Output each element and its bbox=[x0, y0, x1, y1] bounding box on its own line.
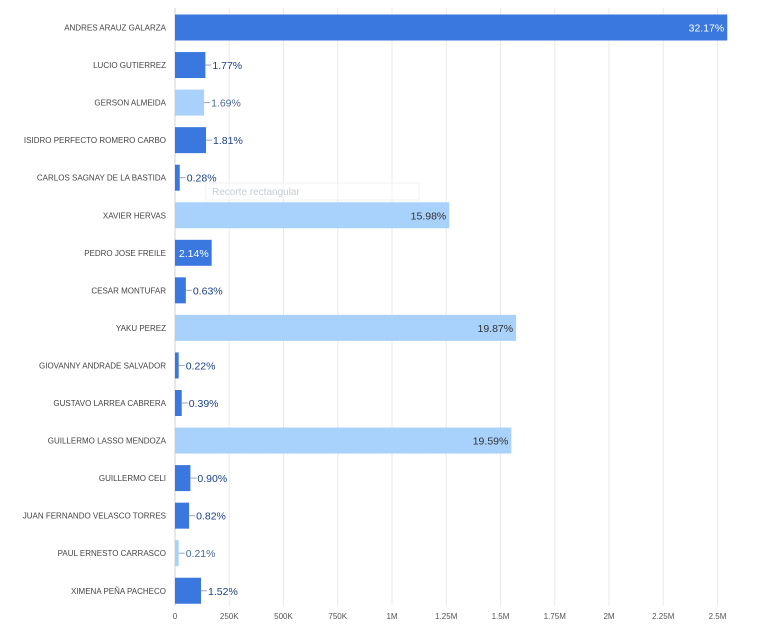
selection-overlay-box bbox=[205, 182, 420, 201]
data-label: 1.81% bbox=[213, 135, 243, 147]
data-label: 0.39% bbox=[189, 398, 219, 410]
bar bbox=[175, 127, 207, 154]
data-label: 1.69% bbox=[211, 98, 241, 110]
category-label: CARLOS SAGNAY DE LA BASTIDA bbox=[37, 174, 167, 183]
bar bbox=[175, 502, 190, 529]
category-label: XIMENA PEÑA PACHECO bbox=[71, 587, 166, 596]
data-label: 19.87% bbox=[477, 323, 513, 335]
category-label: ANDRES ARAUZ GALARZA bbox=[64, 24, 166, 33]
selection-overlay: Recorte rectangular bbox=[205, 182, 420, 201]
bar bbox=[175, 427, 512, 454]
data-label: 0.21% bbox=[186, 548, 216, 560]
bar bbox=[175, 390, 182, 416]
bar bbox=[175, 239, 212, 266]
x-tick-label: 1M bbox=[386, 612, 397, 621]
data-label: 1.77% bbox=[212, 60, 242, 72]
bar bbox=[175, 465, 191, 492]
data-label: 0.82% bbox=[196, 511, 226, 523]
category-label: JUAN FERNANDO VELASCO TORRES bbox=[23, 512, 166, 521]
bar bbox=[175, 89, 205, 116]
category-label: CESAR MONTUFAR bbox=[91, 286, 166, 295]
x-tick-label: 1.25M bbox=[435, 612, 458, 621]
bar bbox=[175, 540, 179, 567]
x-tick-label: 500K bbox=[274, 612, 293, 621]
category-label: YAKU PEREZ bbox=[116, 324, 166, 333]
data-label: 19.59% bbox=[473, 436, 509, 448]
category-labels: ANDRES ARAUZ GALARZA LUCIO GUTIERREZ GERSO… bbox=[23, 24, 167, 596]
category-label: XAVIER HERVAS bbox=[103, 211, 166, 220]
x-tick-label: 2.5M bbox=[709, 612, 727, 621]
category-label: GUILLERMO CELI bbox=[99, 474, 166, 483]
bar bbox=[175, 314, 517, 341]
data-label: 0.63% bbox=[193, 285, 223, 297]
data-label: 32.17% bbox=[689, 23, 725, 35]
bar bbox=[175, 277, 186, 304]
category-label: GERSON ALMEIDA bbox=[94, 99, 166, 108]
x-tick-label: 1.75M bbox=[544, 612, 567, 621]
bar bbox=[175, 14, 728, 41]
x-axis-ticks: 0 250K 500K 750K 1M 1.25M 1.5M 1.75M 2M 2.25M 2.5M bbox=[173, 612, 727, 621]
x-tick-label: 2M bbox=[603, 612, 614, 621]
data-label: 0.22% bbox=[186, 360, 216, 372]
x-tick-label: 2.25M bbox=[652, 612, 675, 621]
selection-overlay-text: Recorte rectangular bbox=[212, 187, 300, 198]
data-label: 0.90% bbox=[197, 473, 227, 485]
data-label: 15.98% bbox=[411, 210, 447, 222]
x-tick-label: 250K bbox=[220, 612, 239, 621]
category-label: PAUL ERNESTO CARRASCO bbox=[58, 549, 166, 558]
bar bbox=[175, 202, 450, 229]
category-label: GIOVANNY ANDRADE SALVADOR bbox=[39, 361, 166, 370]
x-tick-label: 750K bbox=[328, 612, 347, 621]
category-label: LUCIO GUTIERREZ bbox=[93, 61, 166, 70]
gridlines bbox=[174, 8, 718, 606]
x-tick-label: 1.5M bbox=[492, 612, 510, 621]
data-label: 0.28% bbox=[187, 173, 217, 185]
data-label: 2.14% bbox=[179, 248, 209, 260]
bar bbox=[175, 164, 180, 191]
category-label: PEDRO JOSE FREILE bbox=[84, 249, 166, 258]
bar bbox=[175, 352, 179, 379]
bar bbox=[175, 52, 206, 79]
data-label: 1.52% bbox=[208, 586, 238, 598]
bars: 32.17% 1.77% 1.69% 1.81% 0.28% 15.98% 2.14% 0.6… bbox=[175, 14, 728, 604]
category-label: GUILLERMO LASSO MENDOZA bbox=[48, 437, 167, 446]
bar bbox=[175, 577, 202, 604]
category-label: ISIDRO PERFECTO ROMERO CARBO bbox=[24, 136, 166, 145]
category-label: GUSTAVO LARREA CABRERA bbox=[53, 399, 166, 408]
x-tick-label: 0 bbox=[173, 612, 178, 621]
